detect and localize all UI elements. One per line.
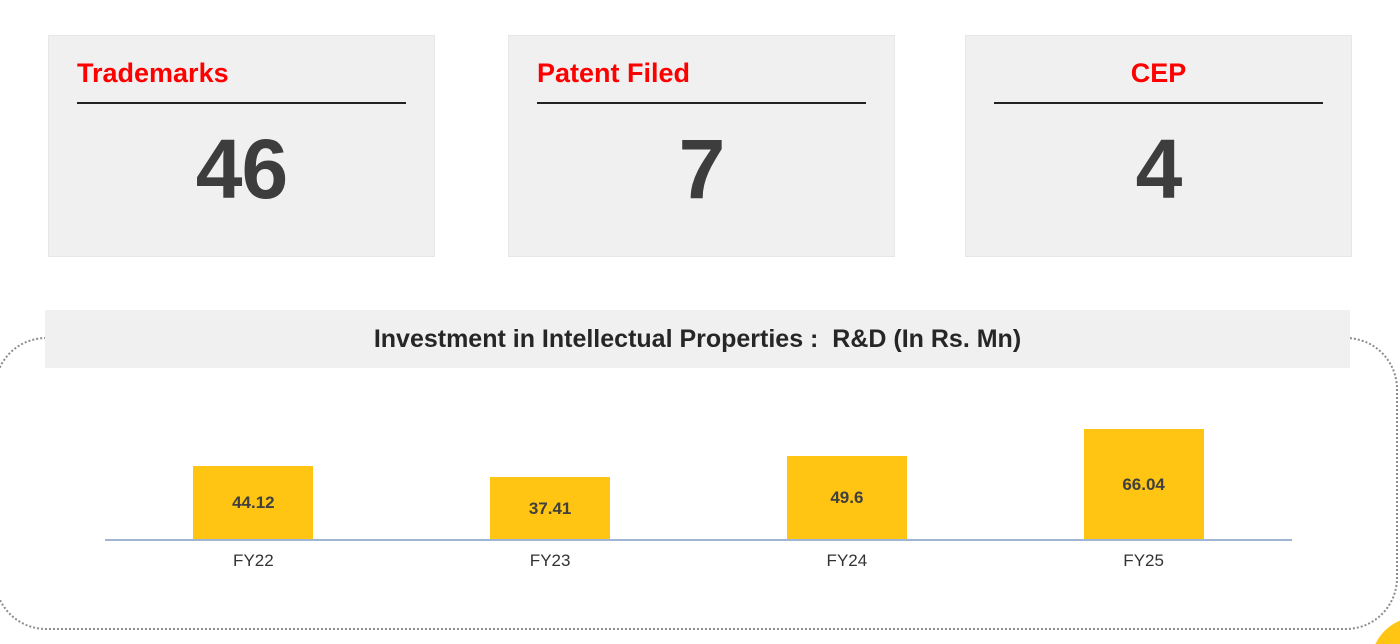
bar-fy23: 37.41 (490, 477, 611, 540)
stat-card-title: CEP (1130, 58, 1187, 88)
x-axis-line (105, 539, 1292, 541)
stat-card-title: Trademarks (77, 58, 229, 88)
plot-area: 44.12 37.41 49.6 66.04 (105, 380, 1292, 540)
title-underline (77, 102, 406, 104)
title-underline (994, 102, 1323, 104)
x-axis-ticks: FY22 FY23 FY24 FY25 (105, 551, 1292, 573)
bar-value-label: 66.04 (1122, 474, 1165, 494)
corner-decoration-circle (1371, 617, 1400, 644)
title-underline (537, 102, 866, 104)
chart-title-bar: Investment in Intellectual Properties : … (45, 310, 1350, 368)
stat-card-cep: CEP 4 (965, 35, 1352, 257)
stat-card-value-area: 46 (77, 104, 406, 256)
x-axis-tick-label: FY22 (233, 551, 274, 570)
x-axis-tick-label: FY23 (529, 551, 571, 570)
stat-card-patent-filed: Patent Filed 7 (508, 35, 895, 257)
x-axis-tick-label: FY25 (1123, 551, 1164, 570)
stat-card-trademarks: Trademarks 46 (48, 35, 435, 257)
stat-card-value-area: 7 (537, 104, 866, 256)
bar-value-label: 49.6 (830, 488, 864, 507)
stat-card-value: 7 (678, 121, 726, 216)
bar-fy24: 49.6 (786, 456, 907, 540)
stat-card-value: 46 (195, 121, 288, 216)
bar-fy22: 44.12 (193, 466, 314, 540)
bar-fy25: 66.04 (1083, 429, 1204, 540)
stat-card-value: 4 (1135, 121, 1183, 216)
bar-value-label: 37.41 (528, 498, 572, 518)
stat-card-title: Patent Filed (537, 58, 691, 88)
stat-card-value-area: 4 (994, 104, 1323, 256)
x-axis-tick-label: FY24 (826, 551, 868, 570)
bar-value-label: 44.12 (232, 493, 275, 512)
chart-title: Investment in Intellectual Properties : … (373, 324, 1022, 353)
